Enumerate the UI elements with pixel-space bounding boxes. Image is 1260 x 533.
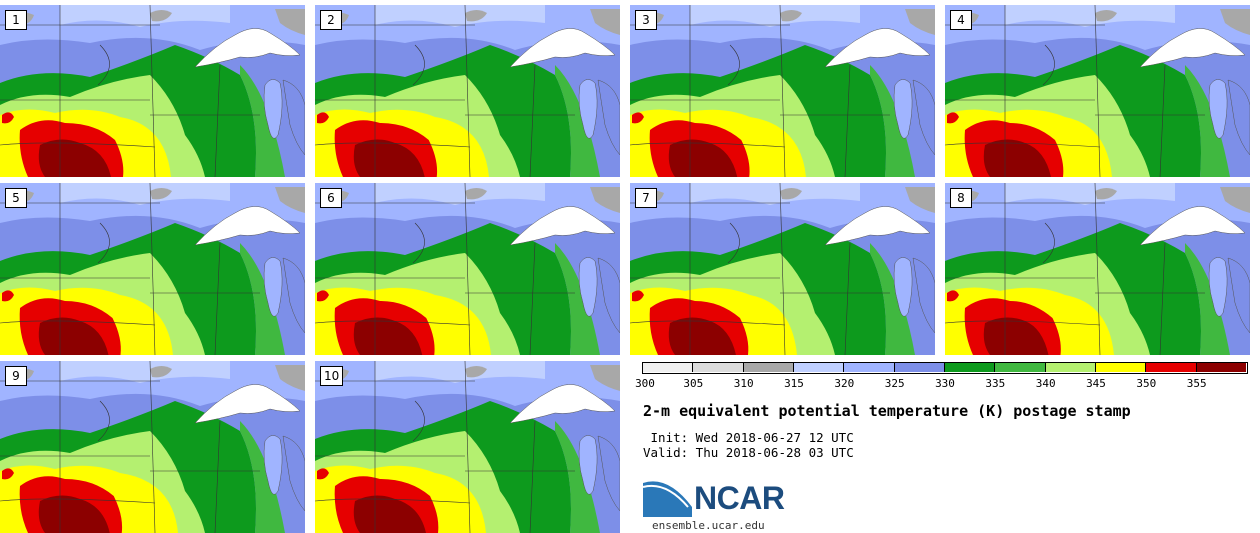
colorbar-tick-label: 320	[834, 377, 855, 390]
colorbar-segment	[1146, 362, 1197, 372]
colorbar-segment	[844, 362, 895, 372]
ensemble-member-map: 8	[945, 183, 1250, 355]
member-number-label: 8	[950, 188, 972, 208]
theta-e-field-map	[0, 361, 305, 533]
theta-e-field-map	[315, 361, 620, 533]
figure-title: 2-m equivalent potential temperature (K)…	[643, 402, 1131, 420]
colorbar-tick-label: 335	[985, 377, 1006, 390]
ncar-logo-text: NCAR	[694, 480, 785, 516]
member-number-label: 1	[5, 10, 27, 30]
colorbar-tick-label: 315	[784, 377, 804, 390]
theta-e-field-map	[0, 183, 305, 355]
colorbar-tick-label: 345	[1086, 377, 1106, 390]
site-url: ensemble.ucar.edu	[652, 519, 765, 532]
ensemble-member-map: 9	[0, 361, 305, 533]
colorbar-segment	[794, 362, 845, 372]
colorbar-segment	[693, 362, 744, 372]
ensemble-member-map: 10	[315, 361, 620, 533]
ensemble-member-map: 6	[315, 183, 620, 355]
colorbar-tick-label: 330	[935, 377, 955, 390]
theta-e-field-map	[945, 183, 1250, 355]
colorbar-segment	[945, 362, 996, 372]
member-number-label: 10	[320, 366, 344, 386]
ensemble-member-map: 4	[945, 5, 1250, 177]
colorbar-segment	[1196, 362, 1246, 372]
colorbar-segment	[643, 362, 694, 372]
colorbar-tick-label: 340	[1035, 377, 1056, 390]
ensemble-member-map: 7	[630, 183, 935, 355]
member-number-label: 4	[950, 10, 972, 30]
member-number-label: 9	[5, 366, 27, 386]
colorbar-segment	[894, 362, 945, 372]
theta-e-field-map	[630, 5, 935, 177]
colorbar-segment	[1045, 362, 1096, 372]
colorbar-tick-label: 305	[683, 377, 704, 390]
ncar-logo: NCAR	[642, 477, 802, 519]
member-number-label: 3	[635, 10, 657, 30]
colorbar-tick-label: 300	[635, 377, 655, 390]
colorbar-segment	[1096, 362, 1147, 372]
colorbar: 300 305 310 315 320 325 330 335 340 345 350 355	[635, 362, 1248, 398]
theta-e-field-map	[945, 5, 1250, 177]
member-number-label: 6	[320, 188, 342, 208]
member-number-label: 2	[320, 10, 342, 30]
colorbar-segment	[743, 362, 794, 372]
colorbar-tick-label: 325	[884, 377, 905, 390]
colorbar-frame	[642, 362, 1248, 374]
colorbar-segment	[995, 362, 1046, 372]
ensemble-member-map: 5	[0, 183, 305, 355]
theta-e-field-map	[630, 183, 935, 355]
init-time: Init: Wed 2018-06-27 12 UTC	[643, 430, 854, 445]
theta-e-field-map	[0, 5, 305, 177]
ensemble-member-map: 3	[630, 5, 935, 177]
colorbar-tick-label: 310	[733, 377, 754, 390]
member-number-label: 7	[635, 188, 657, 208]
theta-e-field-map	[315, 183, 620, 355]
ensemble-member-map: 1	[0, 5, 305, 177]
ncar-swoosh-icon	[642, 481, 692, 517]
colorbar-tick-label: 355	[1186, 377, 1207, 390]
colorbar-tick-label: 350	[1136, 377, 1157, 390]
theta-e-field-map	[315, 5, 620, 177]
member-number-label: 5	[5, 188, 27, 208]
valid-time: Valid: Thu 2018-06-28 03 UTC	[643, 445, 854, 460]
ensemble-member-map: 2	[315, 5, 620, 177]
